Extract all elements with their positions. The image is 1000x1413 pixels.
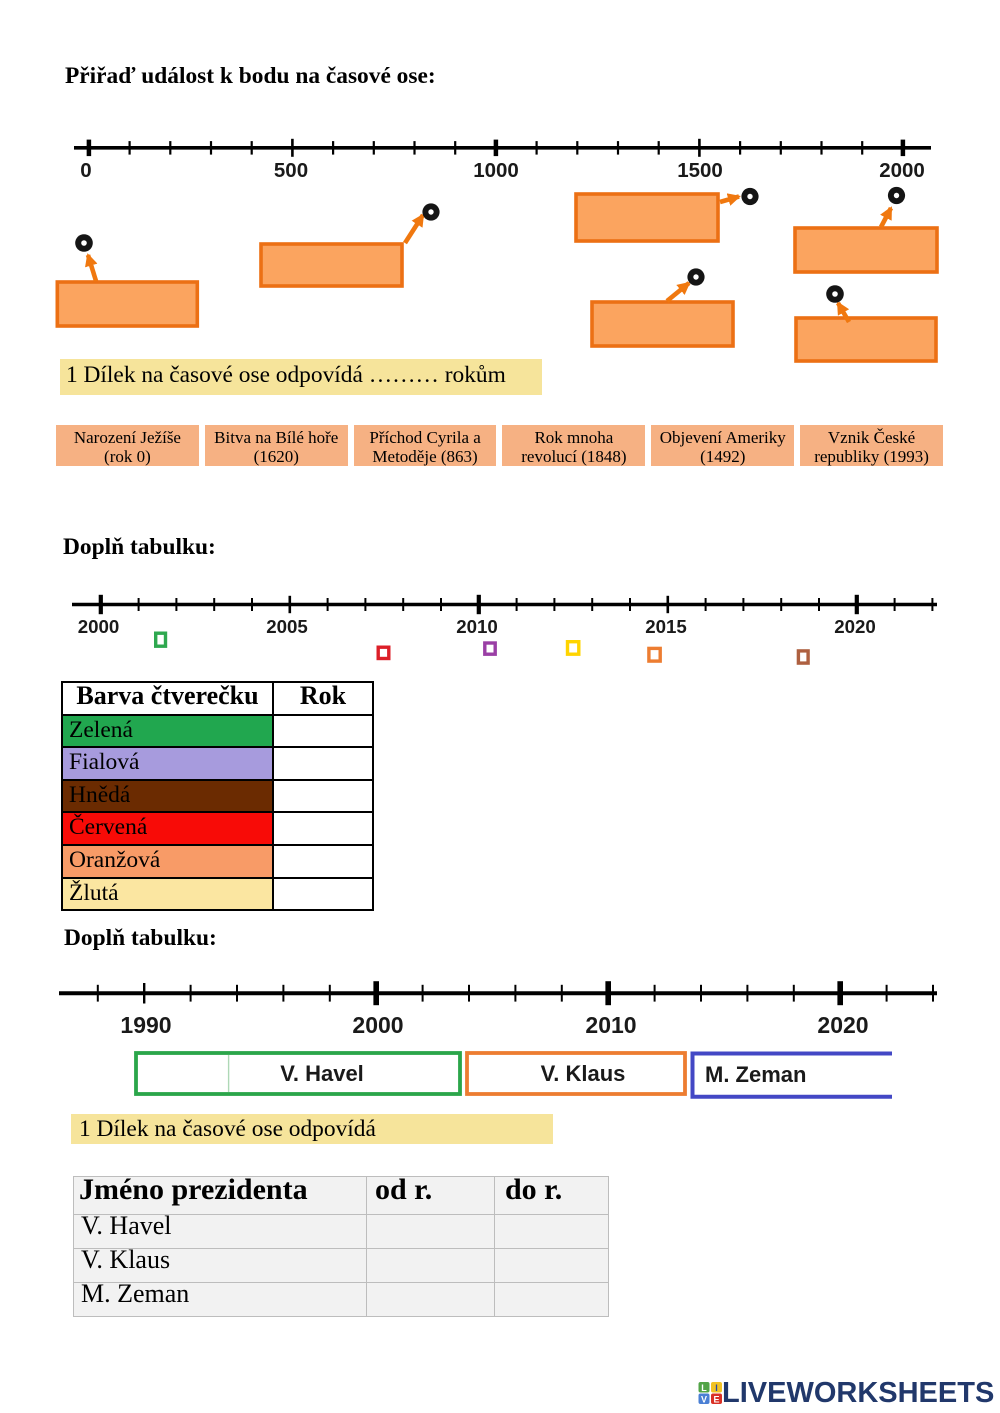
svg-text:2000: 2000 (78, 616, 120, 637)
svg-text:2020: 2020 (817, 1012, 868, 1038)
svg-text:V: V (701, 1394, 707, 1404)
svg-text:1990: 1990 (120, 1012, 171, 1038)
svg-text:M. Zeman: M. Zeman (705, 1062, 806, 1087)
svg-text:500: 500 (274, 159, 308, 182)
svg-text:1000: 1000 (473, 159, 519, 182)
svg-text:2015: 2015 (645, 616, 687, 637)
svg-text:1500: 1500 (677, 159, 723, 182)
svg-text:2010: 2010 (456, 616, 498, 637)
svg-text:I: I (715, 1383, 718, 1393)
svg-text:2000: 2000 (352, 1012, 403, 1038)
svg-text:L: L (701, 1383, 707, 1393)
svg-text:V. Klaus: V. Klaus (541, 1061, 626, 1086)
svg-text:2000: 2000 (879, 159, 925, 182)
svg-text:0: 0 (80, 159, 91, 182)
svg-text:2005: 2005 (266, 616, 308, 637)
svg-text:2020: 2020 (834, 616, 876, 637)
svg-text:V. Havel: V. Havel (280, 1061, 364, 1086)
svg-text:E: E (713, 1394, 719, 1404)
svg-text:2010: 2010 (585, 1012, 636, 1038)
